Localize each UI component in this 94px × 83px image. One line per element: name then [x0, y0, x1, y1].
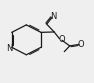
- Text: O: O: [78, 40, 84, 49]
- Text: O: O: [58, 35, 65, 44]
- Text: N: N: [51, 12, 57, 21]
- Text: N: N: [6, 44, 13, 53]
